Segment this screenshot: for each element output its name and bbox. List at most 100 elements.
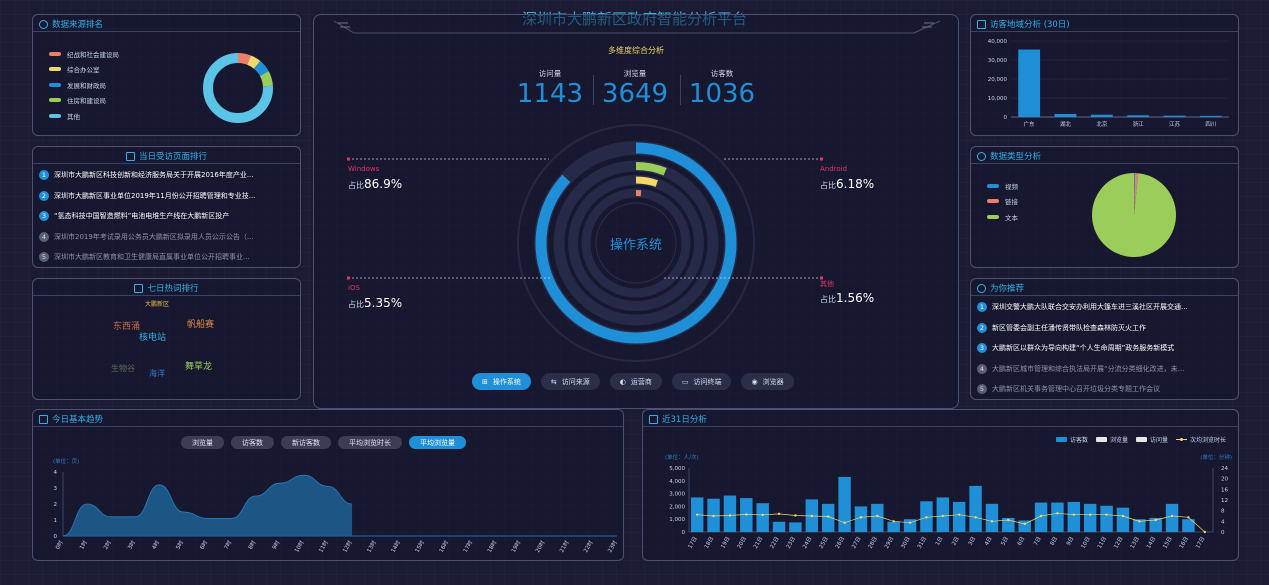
browser-icon: ◉ [751, 377, 758, 386]
x-tick-label: 湖北 [1060, 120, 1072, 128]
metric-new-visitors-button[interactable]: 新访客数 [281, 436, 331, 449]
recommend-title: 为你推荐 [977, 282, 1024, 294]
hot-word[interactable]: 海洋 [149, 369, 165, 378]
bar [985, 503, 999, 532]
x-tick-label: 26日 [834, 536, 846, 550]
bar-chart-icon [649, 414, 658, 424]
tab-os[interactable]: ⊞ 操作系统 [472, 373, 531, 390]
legend-item[interactable]: 浏览量 [1095, 435, 1128, 444]
hot-word[interactable]: 帆船赛 [187, 320, 215, 330]
left-unit-label: (单位：人/次) [665, 455, 699, 461]
x-tick-label: 8日 [1049, 536, 1060, 547]
list-item[interactable]: 2 新区管委会副主任潘传贤带队检查森林防灭火工作 [977, 318, 1232, 339]
clock-icon [39, 19, 48, 29]
legend-item[interactable]: 访问量 [1135, 435, 1168, 444]
list-item[interactable]: 5 大鹏新区机关事务管理中心召开垃圾分类专题工作会议 [977, 379, 1232, 400]
list-item[interactable]: 2 深圳市大鹏新区事业单位2019年11月份公开招聘管理和专业技... [39, 186, 294, 207]
y-tick-label: 5,000 [669, 466, 685, 472]
right-unit-label: (单位：分钟) [1200, 455, 1232, 461]
legend-item[interactable]: 其他 [49, 108, 119, 124]
center-panel: 多维度综合分析 访问量 浏览量 访客数 1143 3649 1036 操作系统 … [313, 14, 959, 409]
list-item[interactable]: 4 大鹏新区城市管理和综合执法局开展“分流分类细化改进，未... [977, 359, 1232, 380]
tab-terminal[interactable]: ▭ 访问终端 [671, 373, 732, 390]
duration-point [695, 513, 699, 516]
metric-visitors-button[interactable]: 访客数 [231, 436, 274, 449]
bar [821, 503, 835, 532]
x-tick-label: 13日 [1129, 536, 1141, 550]
duration-point [1088, 513, 1092, 516]
legend-item[interactable]: 住房和建设局 [49, 93, 119, 109]
bar [1149, 517, 1162, 532]
y-tick-label: 4,000 [669, 479, 685, 485]
donut-slice [203, 53, 273, 123]
list-item[interactable]: 3 大鹏新区以群众为导向构建“个人生命周期”政务服务新模式 [977, 338, 1232, 359]
tab-source[interactable]: ⇆ 访问来源 [540, 373, 600, 390]
list-item[interactable]: 1 深圳交警大鹏大队联合交安办利用大篷车进三溪社区开展交通... [977, 297, 1232, 318]
legend-item[interactable]: 访客数 [1055, 435, 1088, 444]
metric-pageviews-button[interactable]: 浏览量 [181, 436, 224, 449]
legend-item[interactable]: 次均浏览时长 [1175, 435, 1226, 444]
x-tick-label: 19时 [509, 539, 522, 554]
datatype-pie-chart [1092, 173, 1176, 257]
legend-item[interactable]: 综合办公室 [49, 62, 119, 78]
list-item[interactable]: 4 深圳市2019年考试录用公务员大鹏新区拟录用人员公示公告（... [39, 227, 294, 248]
metric-avg-duration-button[interactable]: 平均浏览时长 [338, 436, 402, 449]
hot-word[interactable]: 东西涌 [113, 322, 141, 332]
hot-word[interactable]: 核电站 [139, 333, 167, 343]
x-tick-label: 11时 [317, 539, 330, 554]
os-ring-arc [635, 162, 667, 176]
x-tick-label: 5日 [999, 536, 1010, 547]
bar [854, 506, 868, 532]
y2-tick-label: 12 [1221, 498, 1228, 504]
hot-word[interactable]: 大鹏新区 [145, 301, 170, 308]
pie-slice [1134, 173, 1136, 215]
legend-item[interactable]: 发展和财政局 [49, 77, 119, 93]
legend-item[interactable]: 链接 [987, 194, 1018, 210]
x-tick-label: 22日 [768, 536, 780, 550]
x-tick-label: 10日 [1080, 536, 1092, 550]
donut-slice [253, 61, 269, 77]
clock-icon [977, 151, 986, 161]
stat-value-visitors: 1036 [688, 79, 756, 109]
list-item[interactable]: 3 “氢态科技中国智造燃料”电池电堆生产线在大鹏新区投产 [39, 206, 294, 227]
bar [871, 503, 884, 532]
x-tick-label: 24日 [801, 536, 813, 550]
list-item[interactable]: 1 深圳市大鹏新区科技创新和经济服务局关于开展2016年度产业... [39, 165, 294, 186]
y-tick-label: 0 [682, 530, 686, 536]
os-ring-chart [517, 124, 755, 362]
x-tick-label: 19日 [719, 536, 731, 550]
bar [1018, 49, 1041, 117]
x-tick-label: 2日 [950, 536, 961, 547]
hot-word[interactable]: 舞草龙 [185, 362, 213, 372]
tab-operator[interactable]: ◐ 运营商 [609, 373, 662, 390]
today-pages-title: 当日受访页面排行 [33, 150, 300, 162]
bar [772, 521, 786, 532]
x-tick-label: 9日 [1065, 536, 1076, 547]
trend-unit-label: (单位：页) [53, 459, 80, 465]
os-pct-ios: 占比5.35% [348, 296, 403, 310]
x-tick-label: 1日 [934, 536, 945, 547]
hot-word[interactable]: 生物谷 [111, 364, 135, 373]
duration-point [1154, 518, 1157, 522]
list-item[interactable]: 5 深圳市大鹏新区教育和卫生健康局直属事业单位公开招聘事业... [39, 247, 294, 268]
metric-avg-pageviews-button[interactable]: 平均浏览量 [409, 436, 466, 449]
bar [1163, 115, 1186, 117]
x-tick-label: 27日 [850, 536, 862, 550]
tab-browser[interactable]: ◉ 浏览器 [741, 373, 794, 390]
os-pct-other: 占比1.56% [820, 291, 875, 305]
donut-slice [237, 53, 251, 65]
legend-item[interactable]: 视频 [987, 178, 1018, 194]
x-tick-label: 18日 [703, 536, 715, 550]
x-tick-label: 20日 [736, 536, 748, 550]
legend-item[interactable]: 纪战和社会建设局 [49, 46, 119, 62]
x-tick-label: 12时 [341, 539, 354, 554]
y-tick-label: 10,000 [988, 96, 1008, 102]
y-tick-label: 2,000 [669, 504, 685, 510]
duration-point [1138, 520, 1141, 523]
x-tick-label: 18时 [485, 539, 498, 554]
bar [1083, 503, 1097, 532]
y-tick-label: 3 [54, 486, 58, 492]
days31-title: 近31日分析 [649, 413, 707, 425]
x-tick-label: 6日 [1016, 536, 1027, 547]
legend-item[interactable]: 文本 [987, 209, 1018, 225]
